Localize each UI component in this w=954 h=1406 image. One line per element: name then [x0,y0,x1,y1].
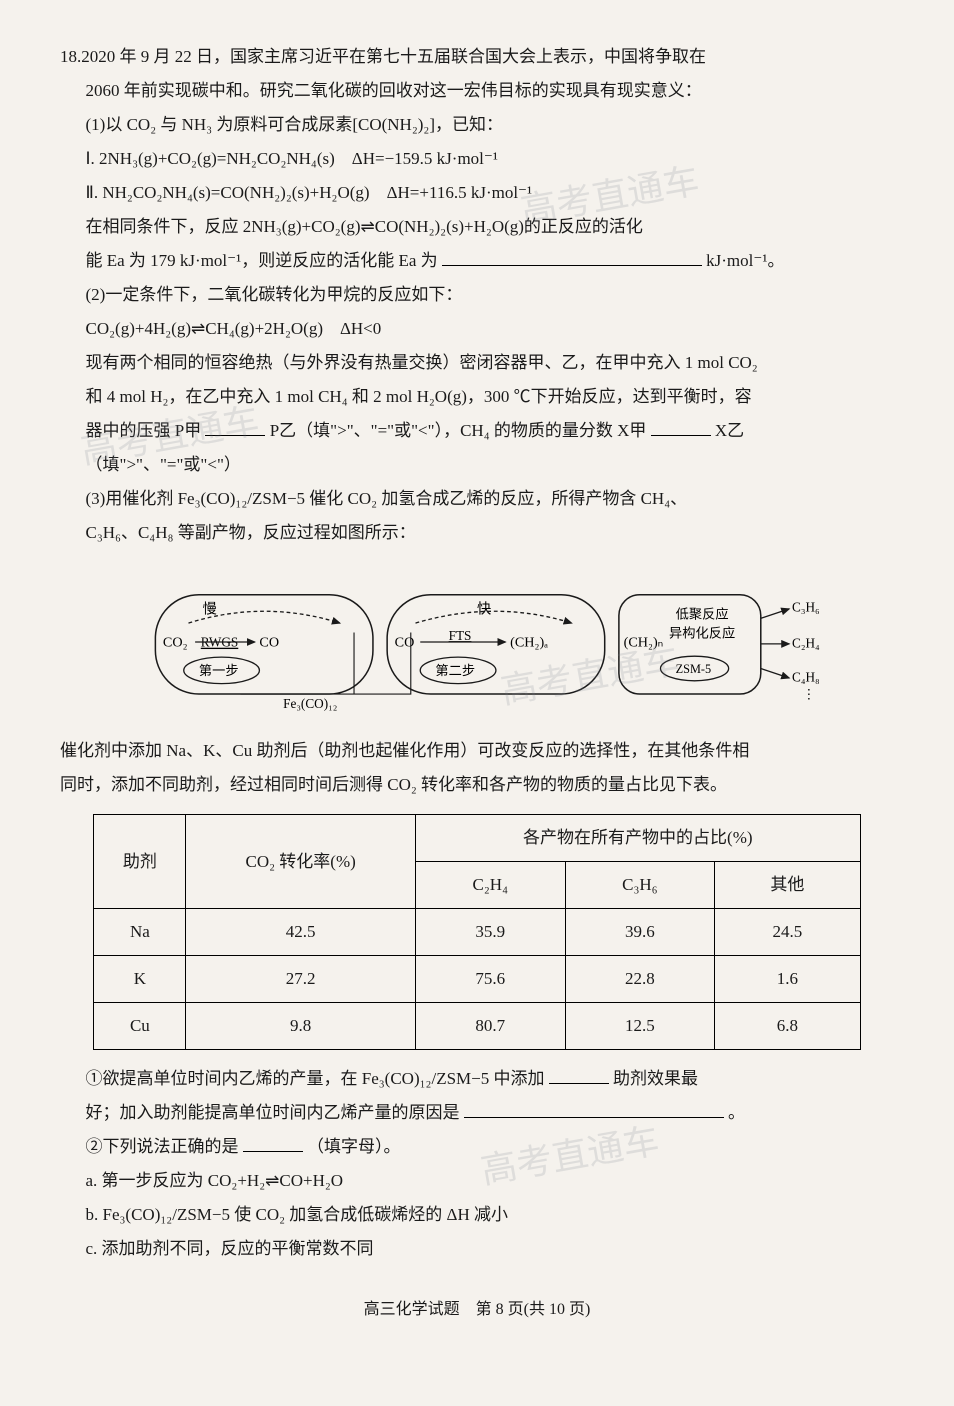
p3-lead2: C₃H₆、C₄H₈ 等副产物，反应过程如图所示： [60,516,894,550]
text: 2020 年 9 月 22 日，国家主席习近平在第七十五届联合国大会上表示，中国… [81,47,706,66]
cell: 24.5 [715,909,860,956]
lbl-fast: 快 [477,602,491,618]
cell: 75.6 [415,956,565,1003]
cell: Cu [94,1003,186,1050]
p3-lead1: (3)用催化剂 Fe₃(CO)₁₂/ZSM−5 催化 CO₂ 加氢合成乙烯的反应… [60,482,894,516]
q-intro-2: 2060 年前实现碳中和。研究二氧化碳的回收对这一宏伟目标的实现具有现实意义： [60,74,894,108]
table-row: Cu 9.8 80.7 12.5 6.8 [94,1003,860,1050]
text: （填字母）。 [307,1137,401,1156]
reaction-diagram: 慢 CO₂ RWGS CO 第一步 Fe₃(CO)₁₂ 快 CO FTS (CH… [60,562,894,722]
text: X乙 [715,421,744,440]
cell: 80.7 [415,1003,565,1050]
lbl-dots: ⋮ [802,687,815,702]
p2-body4: （填">"、"="或"<"） [60,448,894,482]
lbl-co2: CO₂ [163,635,188,651]
cell: Na [94,909,186,956]
lbl-p2: C₂H₄ [792,636,820,651]
cell: 6.8 [715,1003,860,1050]
text: ②下列说法正确的是 [86,1137,239,1156]
p2-body3: 器中的压强 P甲 P乙（填">"、"="或"<"），CH₄ 的物质的量分数 X甲… [60,414,894,448]
question-18: 18.2020 年 9 月 22 日，国家主席习近平在第七十五届联合国大会上表示… [60,40,894,1266]
sub1-line2: 好；加入助剂能提高单位时间内乙烯产量的原因是 。 [60,1096,894,1130]
data-table: 助剂 CO₂ 转化率(%) 各产物在所有产物中的占比(%) C₂H₄ C₃H₆ … [93,814,860,1050]
opt-c: c. 添加助剂不同，反应的平衡常数不同 [60,1232,894,1266]
p3-after2: 同时，添加不同助剂，经过相同时间后测得 CO₂ 转化率和各产物的物质的量占比见下… [60,768,894,802]
th-c2h4: C₂H₄ [415,862,565,909]
eq2: Ⅱ. NH₂CO₂NH₄(s)=CO(NH₂)₂(s)+H₂O(g) ΔH=+1… [60,176,894,210]
p1-lead: (1)以 CO₂ 与 NH₃ 为原料可合成尿素[CO(NH₂)₂]，已知： [60,108,894,142]
text: ①欲提高单位时间内乙烯的产量，在 Fe₃(CO)₁₂/ZSM−5 中添加 [86,1069,545,1088]
lbl-step1: 第一步 [199,662,239,678]
lbl-p3: C₄H₈ [792,670,820,685]
text: 助剂效果最 [613,1069,698,1088]
text: 能 Ea 为 179 kJ·mol⁻¹，则逆反应的活化能 Ea 为 [86,251,438,270]
text: P乙（填">"、"="或"<"），CH₄ 的物质的量分数 X甲 [270,421,647,440]
q-intro: 18.2020 年 9 月 22 日，国家主席习近平在第七十五届联合国大会上表示… [60,40,894,74]
lbl-step2: 第二步 [435,662,475,678]
opt-a: a. 第一步反应为 CO₂+H₂⇌CO+H₂O [60,1164,894,1198]
cell: 1.6 [715,956,860,1003]
cell: 42.5 [186,909,416,956]
sub2: ②下列说法正确的是 （填字母）。 [60,1130,894,1164]
cell: 35.9 [415,909,565,956]
p2-lead: (2)一定条件下，二氧化碳转化为甲烷的反应如下： [60,278,894,312]
lbl-zsm: ZSM-5 [676,662,711,676]
page-footer: 高三化学试题 第 8 页(共 10 页) [60,1294,894,1326]
lbl-ch2a: (CH₂)ₐ [510,635,548,651]
p3-after1: 催化剂中添加 Na、K、Cu 助剂后（助剂也起催化作用）可改变反应的选择性，在其… [60,734,894,768]
opt-b: b. Fe₃(CO)₁₂/ZSM−5 使 CO₂ 加氢合成低碳烯烃的 ΔH 减小 [60,1198,894,1232]
th-group: 各产物在所有产物中的占比(%) [415,815,860,862]
th-conv: CO₂ 转化率(%) [186,815,416,909]
cell: 39.6 [565,909,715,956]
cell: 22.8 [565,956,715,1003]
p2-body1: 现有两个相同的恒容绝热（与外界没有热量交换）密闭容器甲、乙，在甲中充入 1 mo… [60,346,894,380]
lbl-ch2n: (CH₂)ₙ [624,635,664,651]
cell: 27.2 [186,956,416,1003]
q-number: 18. [60,47,81,66]
p1-body1: 在相同条件下，反应 2NH₃(g)+CO₂(g)⇌CO(NH₂)₂(s)+H₂O… [60,210,894,244]
lbl-co: CO [259,635,279,651]
lbl-co-2: CO [395,635,415,651]
blank-choice[interactable] [243,1134,303,1152]
lbl-r2: 异构化反应 [669,625,735,640]
text: 好；加入助剂能提高单位时间内乙烯产量的原因是 [86,1103,460,1122]
th-other: 其他 [715,862,860,909]
lbl-cat: Fe₃(CO)₁₂ [283,696,337,711]
lbl-p1: C₃H₆ [792,600,820,615]
blank-agent[interactable] [549,1066,609,1084]
text: 器中的压强 P甲 [86,421,202,440]
sub1-line1: ①欲提高单位时间内乙烯的产量，在 Fe₃(CO)₁₂/ZSM−5 中添加 助剂效… [60,1062,894,1096]
blank-x[interactable] [651,418,711,436]
th-agent: 助剂 [94,815,186,909]
text: kJ·mol⁻¹。 [706,251,784,270]
eq1: Ⅰ. 2NH₃(g)+CO₂(g)=NH₂CO₂NH₄(s) ΔH=−159.5… [60,142,894,176]
lbl-r1: 低聚反应 [676,606,729,621]
table-row: Na 42.5 35.9 39.6 24.5 [94,909,860,956]
cell: K [94,956,186,1003]
p1-body2: 能 Ea 为 179 kJ·mol⁻¹，则逆反应的活化能 Ea 为 kJ·mol… [60,244,894,278]
th-c3h6: C₃H₆ [565,862,715,909]
lbl-slow: 慢 [203,601,217,618]
cell: 9.8 [186,1003,416,1050]
blank-p[interactable] [205,418,265,436]
blank-reason[interactable] [464,1100,724,1118]
p2-eq: CO₂(g)+4H₂(g)⇌CH₄(g)+2H₂O(g) ΔH<0 [60,312,894,346]
table-row: K 27.2 75.6 22.8 1.6 [94,956,860,1003]
p2-body2: 和 4 mol H₂，在乙中充入 1 mol CH₄ 和 2 mol H₂O(g… [60,380,894,414]
blank-ea[interactable] [442,248,702,266]
lbl-fts: FTS [449,628,472,643]
cell: 12.5 [565,1003,715,1050]
text: 。 [728,1103,745,1122]
